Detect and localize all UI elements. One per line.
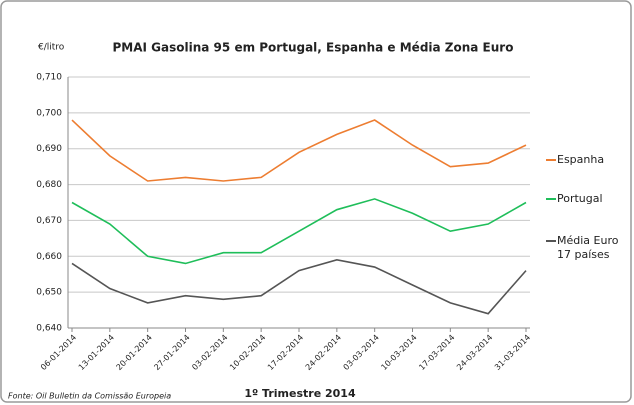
y-tick-label: 0,670 [36, 216, 62, 226]
chart-title: PMAI Gasolina 95 em Portugal, Espanha e … [113, 41, 514, 55]
legend-swatch [546, 240, 556, 242]
y-tick-label: 0,700 [36, 108, 62, 118]
source: Fonte: Oil Bulletin da Comissão Europeia [8, 392, 171, 401]
y-tick-label: 0,660 [36, 252, 62, 262]
y-tick-label: 0,690 [36, 144, 62, 154]
x-axis-label: 1º Trimestre 2014 [244, 387, 356, 400]
legend-label: Portugal [557, 192, 603, 205]
legend-label: Espanha [557, 153, 605, 166]
legend-swatch [546, 198, 556, 200]
y-axis-label: €/litro [38, 43, 65, 53]
y-tick-label: 0,640 [36, 324, 62, 334]
y-tick-label: 0,680 [36, 180, 62, 190]
y-tick-label: 0,710 [36, 73, 62, 83]
series-line [71, 198, 527, 265]
y-tick-label: 0,650 [36, 288, 62, 298]
series-line [71, 119, 527, 182]
legend-label: Média Euro 17 países [557, 234, 619, 261]
series-line [71, 259, 527, 315]
legend-swatch [546, 159, 556, 161]
